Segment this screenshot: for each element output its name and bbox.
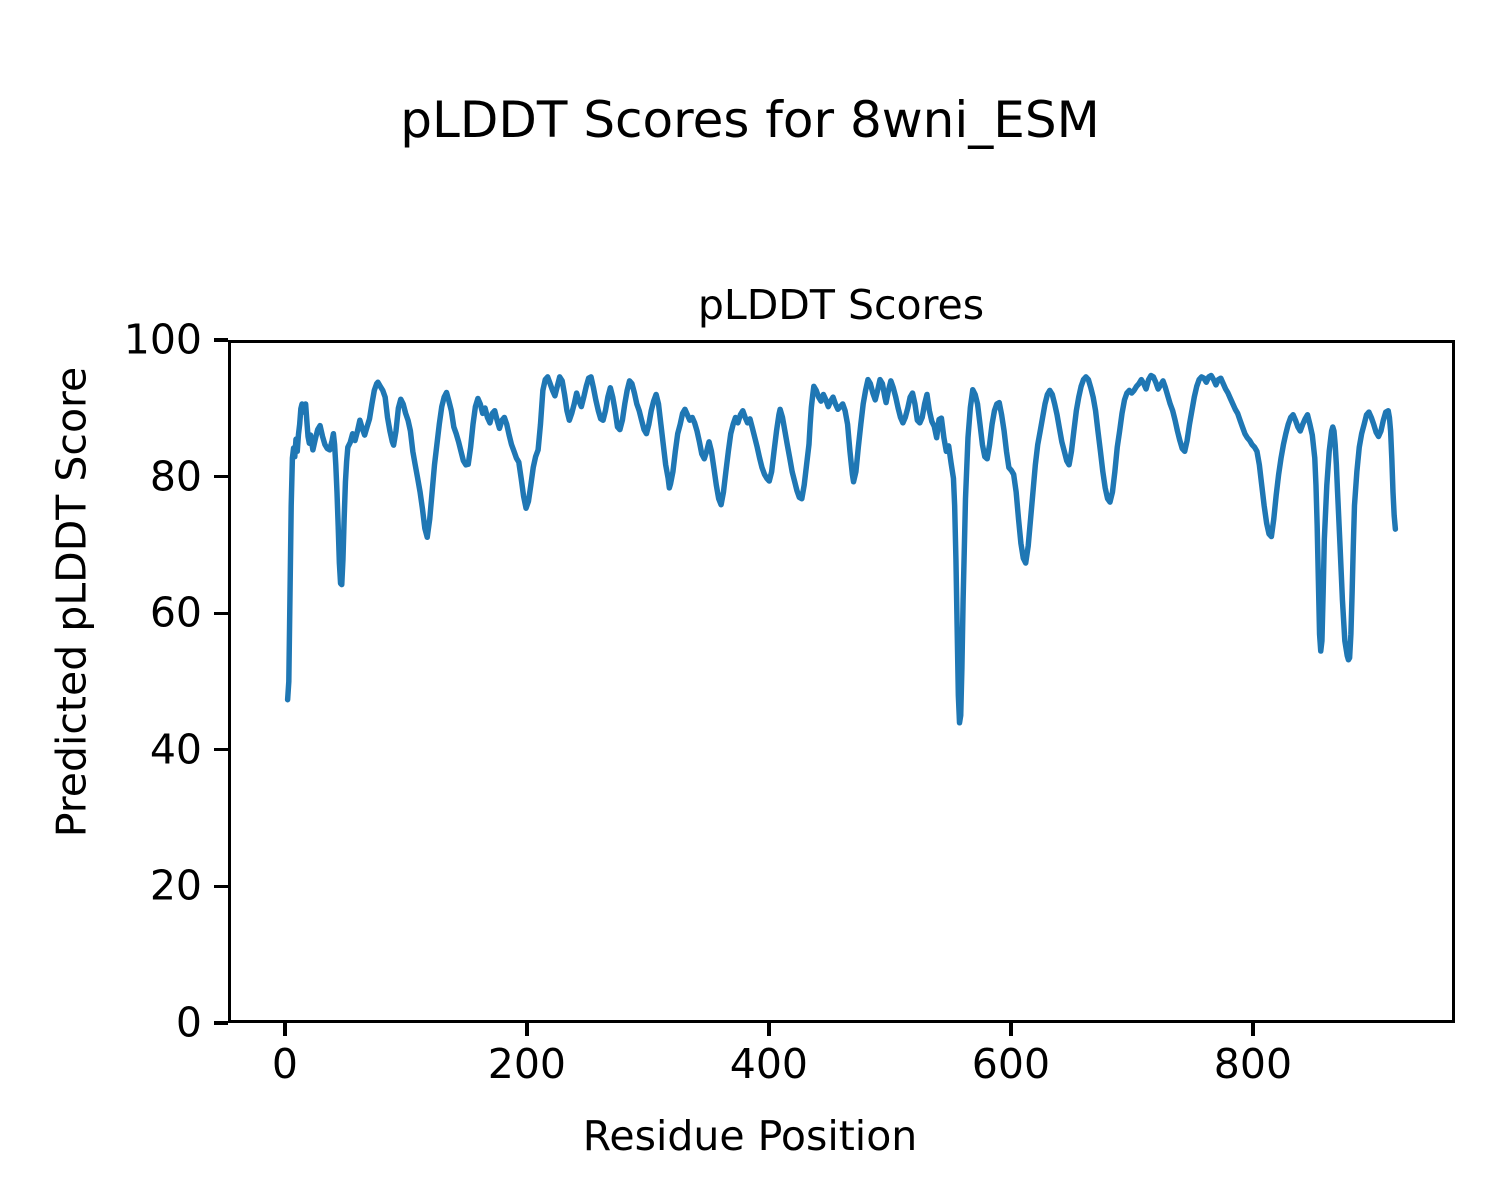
x-axis-label: Residue Position xyxy=(582,1112,918,1160)
y-tick-mark xyxy=(214,474,228,479)
x-tick-mark xyxy=(1251,1022,1255,1036)
y-tick-mark xyxy=(214,1021,228,1025)
x-tick-mark xyxy=(283,1022,287,1036)
x-tick-label: 400 xyxy=(729,1040,809,1088)
y-tick-label: 20 xyxy=(149,861,202,910)
x-tick-mark xyxy=(525,1022,529,1036)
x-tick-label: 800 xyxy=(1213,1040,1293,1088)
y-tick-label: 40 xyxy=(149,725,202,774)
x-tick-label: 600 xyxy=(971,1040,1051,1088)
x-tick-mark xyxy=(1009,1022,1013,1036)
y-tick-mark xyxy=(214,338,228,342)
figure-suptitle: pLDDT Scores for 8wni_ESM xyxy=(400,91,1100,149)
y-tick-mark xyxy=(214,748,228,752)
plddt-line xyxy=(284,372,1399,726)
x-tick-mark xyxy=(767,1022,771,1036)
x-tick-label: 200 xyxy=(487,1040,567,1088)
axes-title: pLDDT Scores xyxy=(697,281,985,329)
x-tick-label: 0 xyxy=(271,1040,298,1088)
plddt-line-svg xyxy=(284,372,1399,726)
y-tick-label: 80 xyxy=(149,452,202,501)
y-tick-label: 60 xyxy=(149,588,202,637)
y-tick-label: 100 xyxy=(123,315,202,364)
plot-area xyxy=(228,340,1455,1023)
y-tick-mark xyxy=(214,884,228,889)
y-axis-label: Predicted pLDDT Score xyxy=(47,366,96,838)
y-tick-label: 0 xyxy=(175,998,202,1047)
y-tick-mark xyxy=(214,611,228,615)
